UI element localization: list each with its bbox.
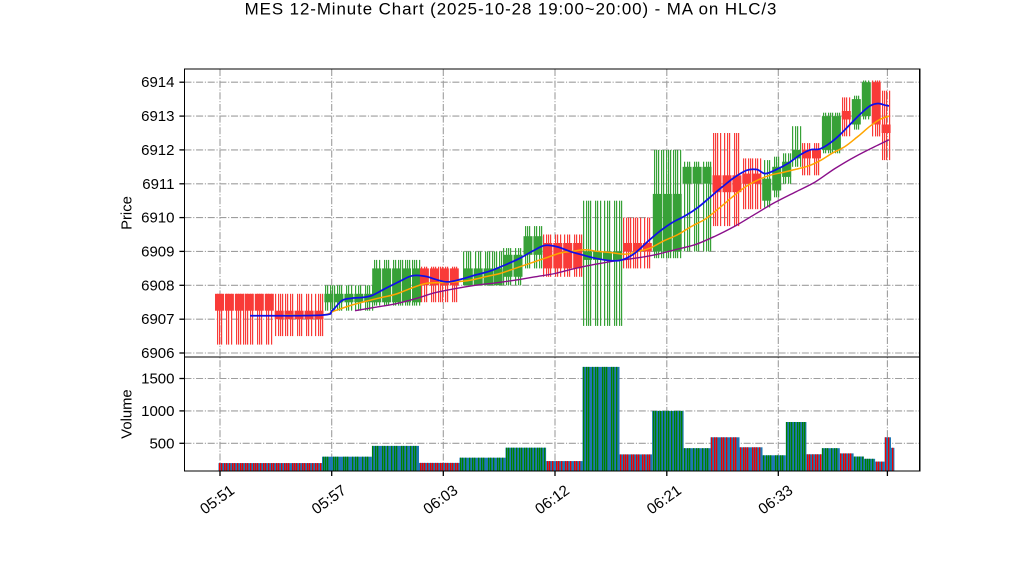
svg-text:Volume: Volume <box>120 389 136 438</box>
svg-text:6906: 6906 <box>141 345 174 362</box>
svg-text:Price: Price <box>120 196 136 230</box>
svg-text:1000: 1000 <box>141 403 174 420</box>
svg-text:500: 500 <box>149 435 174 452</box>
svg-text:6912: 6912 <box>141 142 174 159</box>
svg-text:MES 12-Minute Chart (2025-10-2: MES 12-Minute Chart (2025-10-28 19:00~20… <box>245 0 778 19</box>
svg-text:6914: 6914 <box>141 74 174 91</box>
svg-text:6907: 6907 <box>141 311 174 328</box>
svg-text:6909: 6909 <box>141 243 174 260</box>
svg-text:6908: 6908 <box>141 277 174 294</box>
svg-text:6913: 6913 <box>141 108 174 125</box>
svg-text:1500: 1500 <box>141 371 174 388</box>
svg-text:6910: 6910 <box>141 210 174 227</box>
svg-text:6911: 6911 <box>142 176 174 193</box>
